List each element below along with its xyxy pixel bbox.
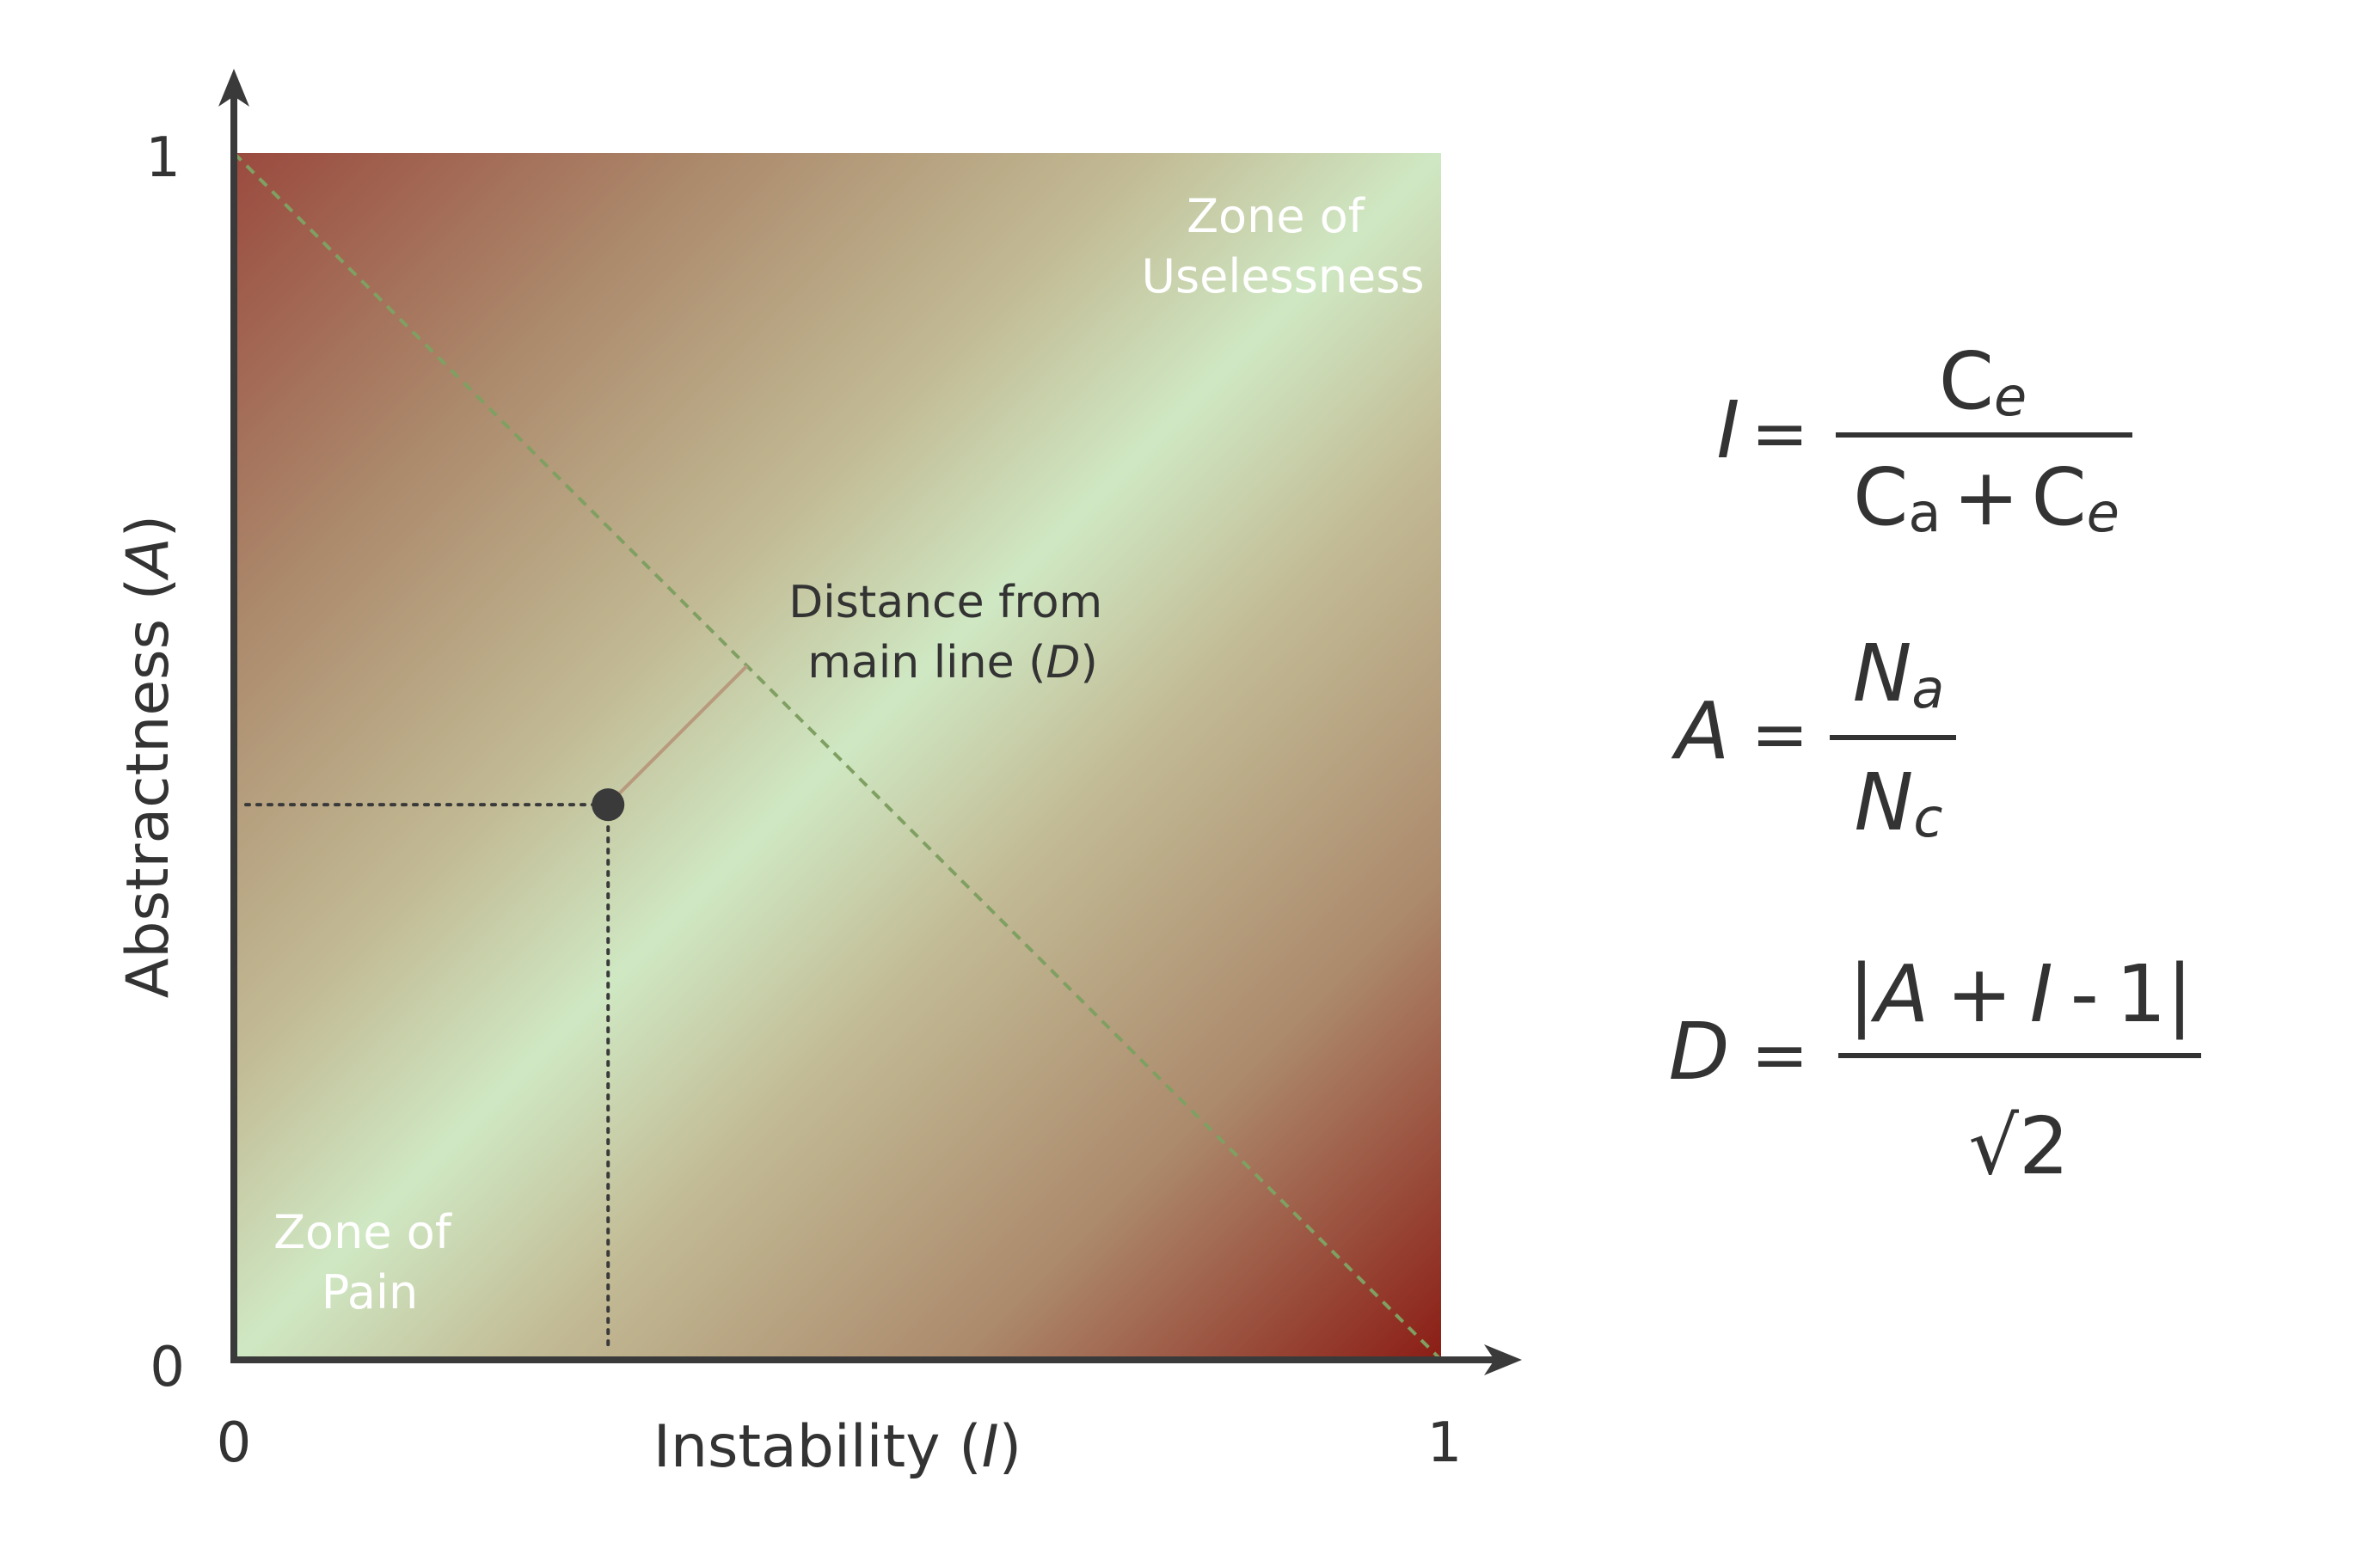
svg-text:A: A xyxy=(1672,685,1730,777)
y-tick-min: 0 xyxy=(150,1336,185,1399)
y-axis-arrow xyxy=(218,69,249,107)
x-tick-max: 1 xyxy=(1427,1411,1463,1475)
x-axis-label: Instability (I) xyxy=(653,1413,1021,1481)
distance-label: Distance from main line (D) xyxy=(788,577,1116,689)
svg-text:Na: Na xyxy=(1853,627,1945,720)
abstractness-formula: A = Na Nc xyxy=(1672,627,1956,849)
x-tick-min: 0 xyxy=(217,1411,252,1475)
distance-to-main-line xyxy=(606,664,749,806)
svg-text:Ca+Ce: Ca + Ce xyxy=(1853,451,2119,544)
svg-text:=: = xyxy=(1751,394,1808,474)
instability-formula: I = Ce Ca + Ce xyxy=(1716,335,2132,544)
svg-text:Nc: Nc xyxy=(1855,756,1943,849)
sample-point xyxy=(592,788,625,822)
svg-text:Ce: Ce xyxy=(1939,335,2027,428)
svg-text:|A+I-1|: |A + I -1| xyxy=(1849,948,2193,1040)
y-tick-max: 1 xyxy=(145,126,181,190)
svg-text:I: I xyxy=(1716,384,1739,476)
svg-text:=: = xyxy=(1751,1015,1808,1095)
svg-text:D: D xyxy=(1669,1006,1730,1098)
svg-text:=: = xyxy=(1751,695,1808,774)
zone-of-uselessness-label: Zone of Uselessness xyxy=(1141,189,1424,303)
main-sequence-line xyxy=(232,151,1443,1362)
zone-of-pain-label: Zone of Pain xyxy=(273,1205,466,1319)
svg-text:√2: √2 xyxy=(1968,1100,2069,1192)
distance-formula: D = |A + I -1| √2 xyxy=(1669,948,2201,1192)
x-axis-arrow xyxy=(1484,1344,1522,1375)
y-axis-label: Abstractness (A) xyxy=(114,515,182,998)
